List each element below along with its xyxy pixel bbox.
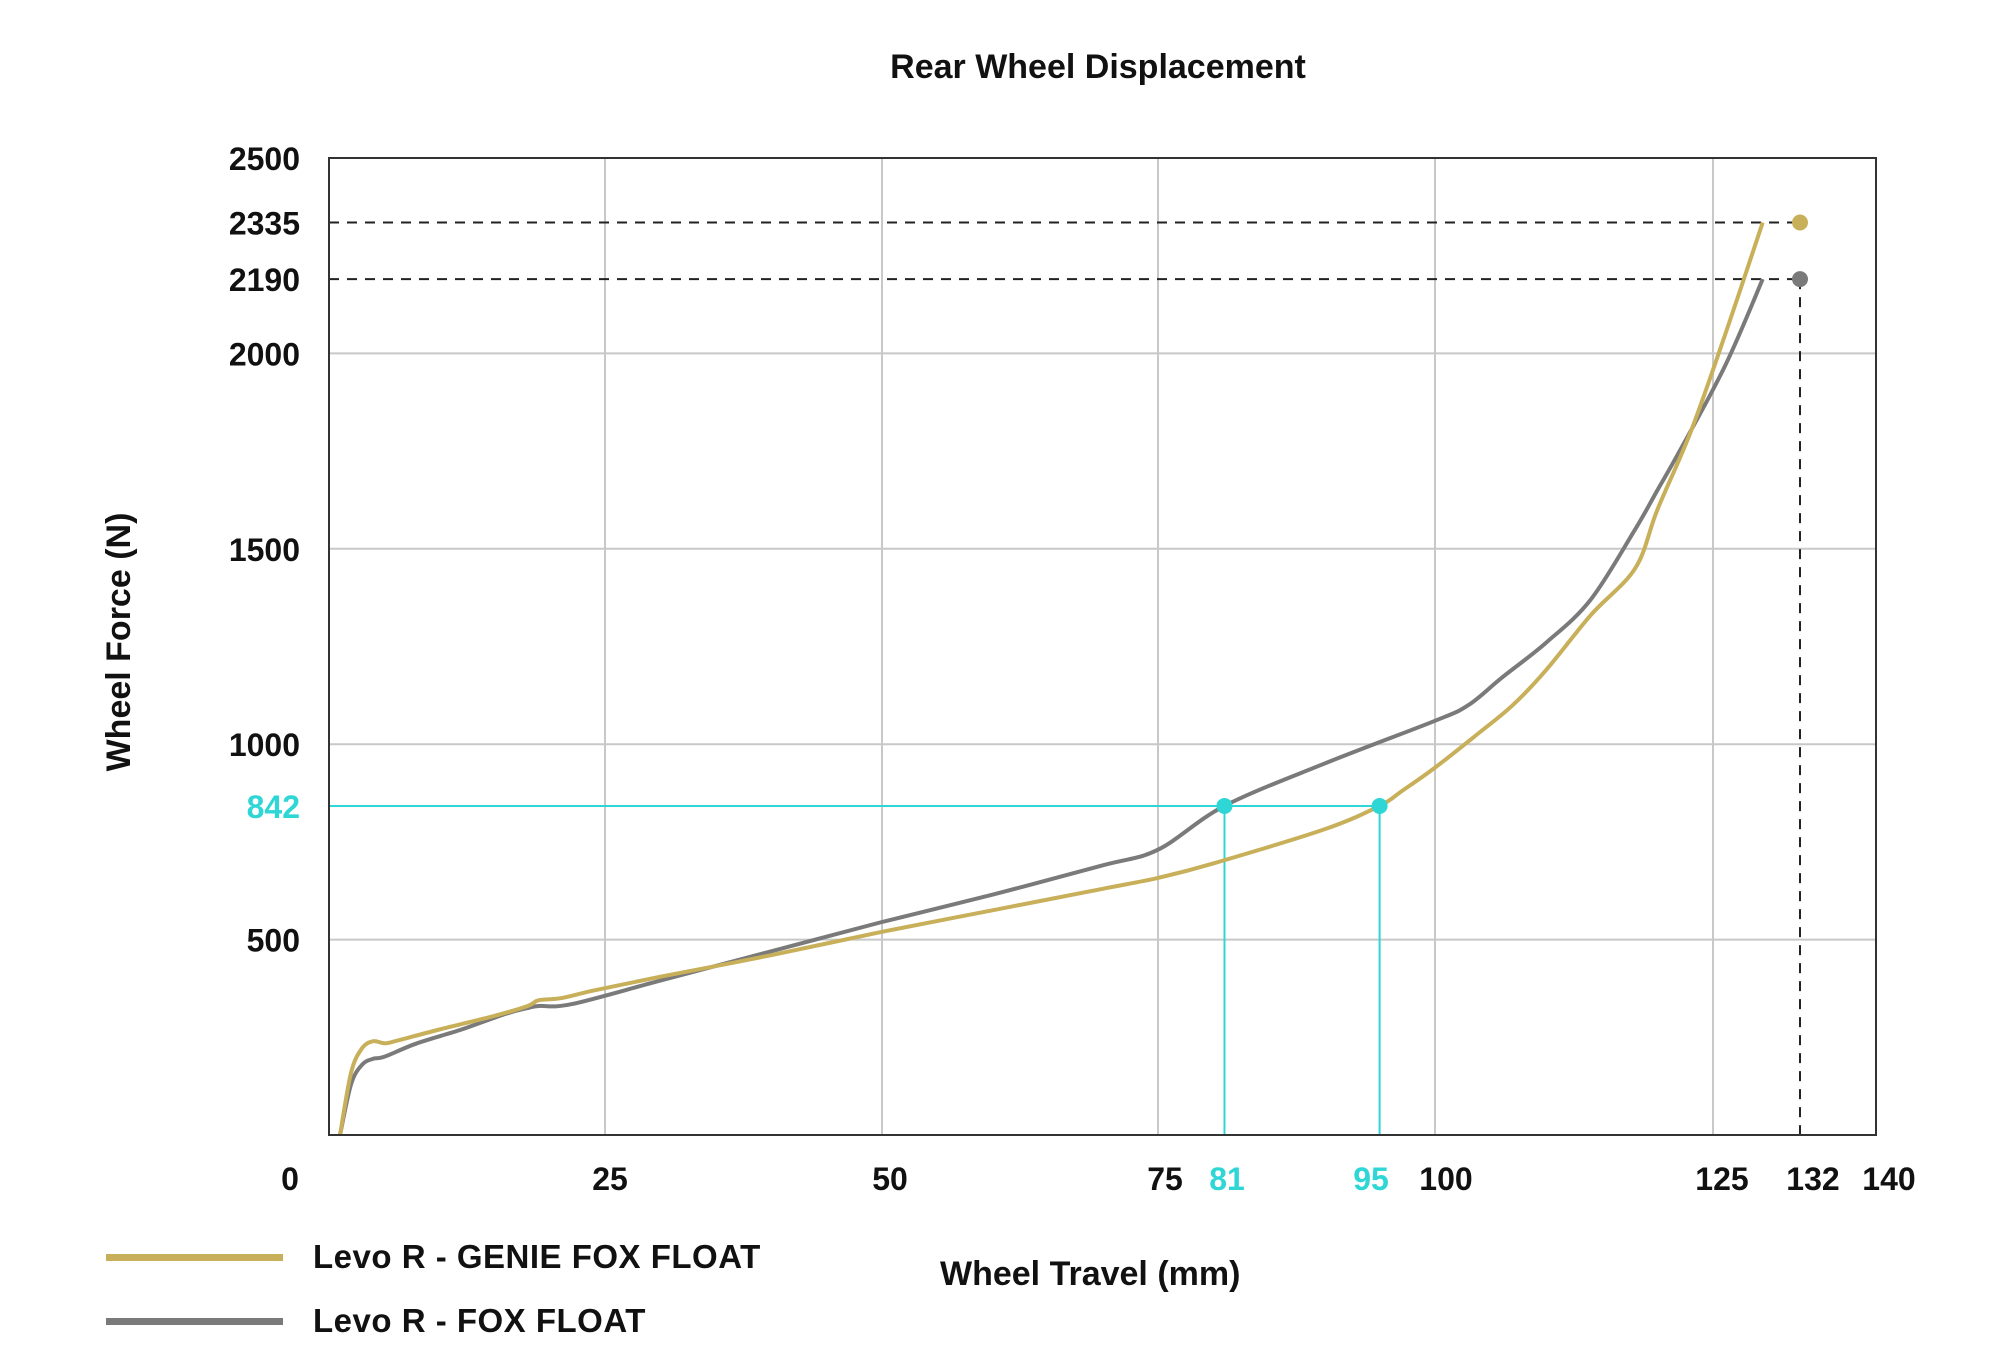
y-tick-labels: 500 842 1000 1500 2000 2190 2335 2500	[229, 141, 300, 959]
series-line-fox	[338, 278, 1765, 1136]
y-tick-label-842: 842	[247, 789, 300, 825]
x-axis-label: Wheel Travel (mm)	[940, 1255, 1241, 1293]
x-tick-label-95: 95	[1353, 1161, 1389, 1197]
y-tick-label-2000: 2000	[229, 336, 300, 372]
highlight-point-81	[1216, 797, 1233, 814]
y-tick-label-2190: 2190	[229, 262, 300, 298]
endpoint-marker-fox	[1792, 271, 1808, 288]
y-tick-label-1000: 1000	[229, 727, 300, 763]
annotations	[329, 221, 1801, 1135]
x-tick-label-50: 50	[872, 1161, 908, 1197]
grid	[329, 158, 1876, 1135]
legend-label-fox: Levo R - FOX FLOAT	[313, 1302, 646, 1339]
y-tick-label-1500: 1500	[229, 532, 300, 568]
y-tick-label-2500: 2500	[229, 141, 300, 177]
x-tick-label-132: 132	[1786, 1161, 1839, 1197]
x-tick-label-0: 0	[281, 1161, 299, 1197]
y-tick-label-500: 500	[247, 923, 300, 959]
y-tick-label-2335: 2335	[229, 205, 300, 241]
highlight-point-95	[1371, 797, 1388, 814]
legend-swatch-genie	[106, 1253, 283, 1261]
x-tick-label-100: 100	[1419, 1161, 1472, 1197]
legend-swatch-fox	[106, 1317, 283, 1325]
series-lines	[338, 221, 1765, 1136]
y-axis-label: Wheel Force (N)	[100, 513, 138, 772]
x-tick-label-75: 75	[1147, 1161, 1183, 1197]
x-tick-label-140: 140	[1862, 1161, 1915, 1197]
legend-item-fox: Levo R - FOX FLOAT	[106, 1289, 761, 1353]
plot-frame	[328, 157, 1877, 1136]
x-tick-labels: 0 25 50 75 81 95 100 125 132 140	[281, 1161, 1916, 1197]
endpoint-marker-genie	[1792, 214, 1808, 231]
x-tick-label-125: 125	[1695, 1161, 1748, 1197]
chart-title: Rear Wheel Displacement	[890, 48, 1306, 86]
x-tick-label-25: 25	[592, 1161, 628, 1197]
markers	[1216, 214, 1808, 814]
legend-item-genie: Levo R - GENIE FOX FLOAT	[106, 1225, 761, 1289]
series-line-genie	[338, 221, 1765, 1136]
x-tick-label-81: 81	[1209, 1161, 1245, 1197]
legend-label-genie: Levo R - GENIE FOX FLOAT	[313, 1238, 761, 1275]
legend: Levo R - GENIE FOX FLOAT Levo R - FOX FL…	[106, 1225, 761, 1353]
